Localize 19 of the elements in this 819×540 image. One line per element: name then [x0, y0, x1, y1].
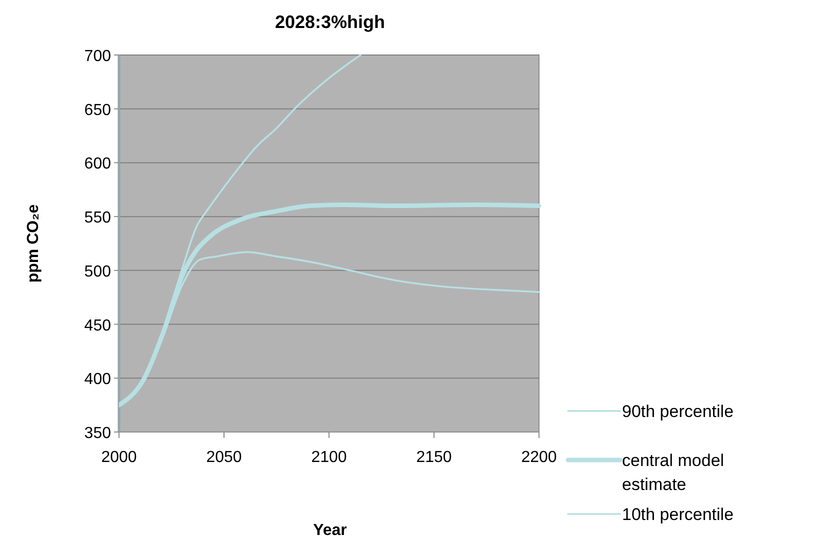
x-tick-label: 2150: [416, 449, 452, 466]
y-tick-label: 600: [84, 156, 112, 173]
legend-label: 90th percentile: [622, 402, 734, 421]
x-axis-title: Year: [313, 522, 347, 539]
x-tick-label: 2050: [206, 449, 242, 466]
x-tick-label: 2000: [101, 449, 137, 466]
x-tick-label: 2100: [311, 449, 347, 466]
y-axis-title: ppm CO₂e: [25, 204, 42, 283]
y-tick-label: 650: [84, 102, 112, 119]
y-tick-label: 700: [84, 48, 112, 65]
x-tick-label: 2200: [521, 449, 557, 466]
y-tick-label: 450: [84, 317, 112, 334]
legend-label: central model estimate: [622, 451, 724, 494]
y-tick-label: 400: [84, 371, 112, 388]
y-tick-label: 500: [84, 263, 112, 280]
y-tick-label: 350: [84, 425, 112, 442]
y-tick-label: 550: [84, 210, 112, 227]
legend-label: 10th percentile: [622, 505, 734, 524]
chart-title: 2028:3%high: [274, 12, 386, 32]
